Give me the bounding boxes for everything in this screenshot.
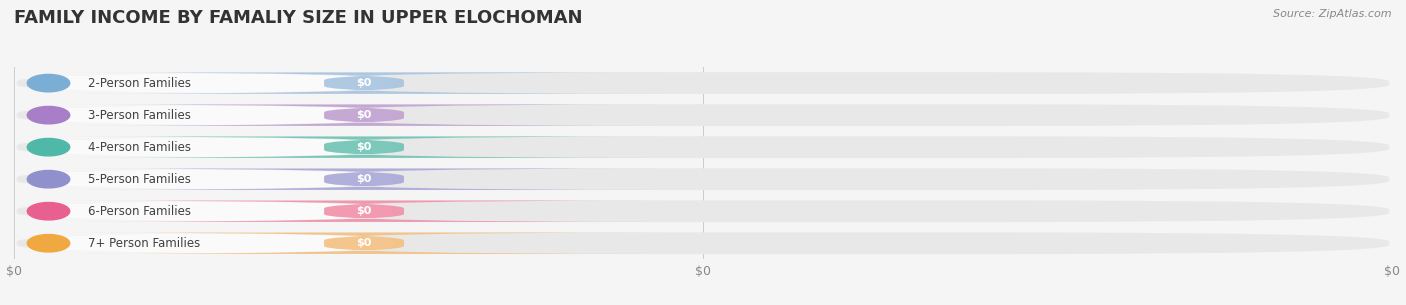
Text: $0: $0 [356,78,371,88]
FancyBboxPatch shape [28,136,394,158]
FancyBboxPatch shape [17,200,1389,222]
Text: $0: $0 [356,174,371,184]
Text: 7+ Person Families: 7+ Person Families [89,237,201,250]
Text: 6-Person Families: 6-Person Families [89,205,191,218]
FancyBboxPatch shape [28,72,394,94]
FancyBboxPatch shape [66,72,662,94]
FancyBboxPatch shape [66,200,662,222]
Ellipse shape [27,170,70,188]
Text: 3-Person Families: 3-Person Families [89,109,191,122]
Text: $0: $0 [356,238,371,248]
FancyBboxPatch shape [17,168,1389,190]
FancyBboxPatch shape [66,232,662,254]
Text: $0: $0 [356,206,371,216]
Text: FAMILY INCOME BY FAMALIY SIZE IN UPPER ELOCHOMAN: FAMILY INCOME BY FAMALIY SIZE IN UPPER E… [14,9,582,27]
Ellipse shape [27,235,70,252]
FancyBboxPatch shape [17,136,1389,158]
FancyBboxPatch shape [66,104,662,126]
FancyBboxPatch shape [28,104,394,126]
FancyBboxPatch shape [28,232,394,254]
Text: 5-Person Families: 5-Person Families [89,173,191,186]
Ellipse shape [27,138,70,156]
Text: 4-Person Families: 4-Person Families [89,141,191,154]
FancyBboxPatch shape [66,168,662,190]
Ellipse shape [27,74,70,92]
FancyBboxPatch shape [17,104,1389,126]
Ellipse shape [27,106,70,124]
Text: $0: $0 [356,142,371,152]
FancyBboxPatch shape [17,72,1389,94]
Ellipse shape [27,203,70,220]
Text: $0: $0 [356,110,371,120]
FancyBboxPatch shape [66,136,662,158]
Text: Source: ZipAtlas.com: Source: ZipAtlas.com [1274,9,1392,19]
Text: 2-Person Families: 2-Person Families [89,77,191,90]
FancyBboxPatch shape [28,200,394,222]
FancyBboxPatch shape [28,168,394,190]
FancyBboxPatch shape [17,232,1389,254]
